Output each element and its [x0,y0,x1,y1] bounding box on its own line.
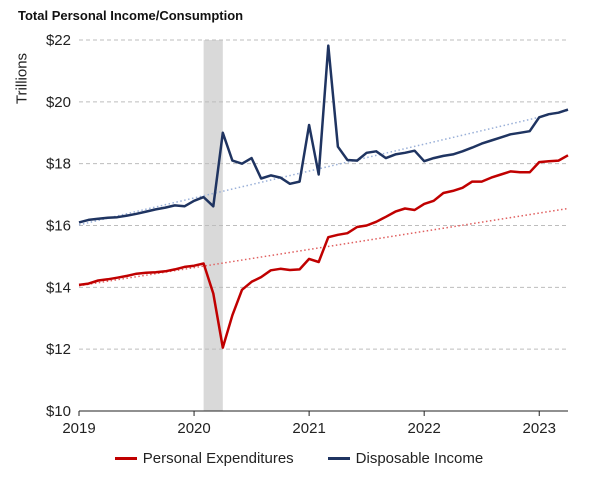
x-tick-label: 2022 [407,420,440,437]
legend-label-expenditures: Personal Expenditures [142,450,294,467]
series-line-personal-expenditures [78,154,569,349]
legend: Personal Expenditures Disposable Income [0,450,598,467]
y-tick-label: $22 [46,32,71,49]
legend-swatch-disposable-income [327,457,350,460]
y-tick-label: $14 [46,279,71,296]
line-chart: $10 $12 $14 $16 $18 $20 $22 2019 2020 2021 2022 202… [46,32,569,437]
chart-title: Total Personal Income/Consumption [18,8,244,23]
y-tick-label: $18 [46,156,71,173]
y-tick-label: $20 [46,94,71,111]
series-line-disposable-income [78,44,569,224]
legend-swatch-expenditures [114,457,137,460]
y-tick-label: $16 [46,218,71,235]
trend-line-0 [78,207,569,287]
legend-label-disposable-income: Disposable Income [355,450,484,467]
axis-layer: $10 $12 $14 $16 $18 $20 $22 2019 2020 2021 2022 202… [46,32,568,437]
y-tick-label: $10 [46,403,71,420]
x-tick-label: 2021 [292,420,325,437]
series-layer [78,44,569,349]
x-tick-label: 2019 [62,420,95,437]
legend-item-expenditures: Personal Expenditures [114,450,294,467]
legend-item-disposable-income: Disposable Income [327,450,484,467]
x-tick-label: 2023 [523,420,556,437]
grid-layer [79,39,568,350]
trend-line-1 [78,109,569,226]
y-tick-label: $12 [46,341,71,358]
x-tick-label: 2020 [177,420,210,437]
trend-line-layer [78,109,569,287]
